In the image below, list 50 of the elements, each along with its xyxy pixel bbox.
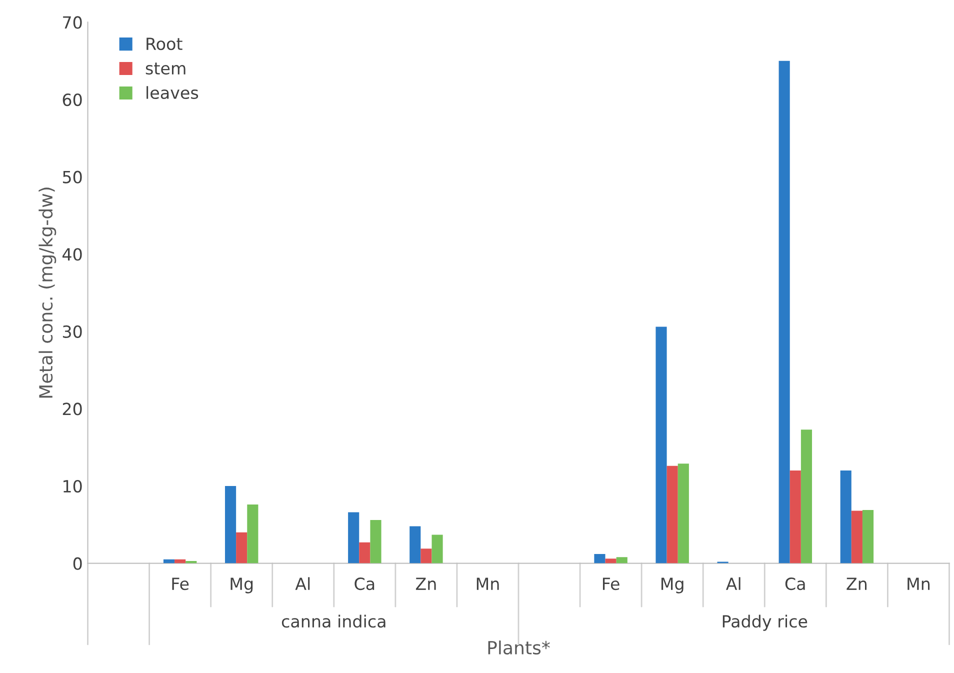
x-tick-label: Ca xyxy=(785,577,805,590)
y-tick-label: 10 xyxy=(64,480,82,493)
x-tick-label: Zn xyxy=(846,578,867,590)
bar xyxy=(678,464,689,564)
bar xyxy=(778,60,790,564)
bar xyxy=(174,559,186,564)
x-tick-label: Ca xyxy=(354,577,374,590)
x-tick-label: Al xyxy=(295,577,310,590)
legend-label: leaves xyxy=(146,86,198,100)
x-tick-label: Fe xyxy=(602,578,620,590)
bar xyxy=(594,554,606,564)
y-tick-label: 60 xyxy=(62,93,82,106)
bar xyxy=(666,466,678,564)
x-tick-label: Al xyxy=(726,577,740,590)
x-tick-label: Fe xyxy=(172,578,189,590)
bar xyxy=(163,559,175,564)
bar xyxy=(432,534,443,564)
x-tick-label: Mn xyxy=(908,578,930,590)
bar xyxy=(420,548,432,564)
bar xyxy=(862,510,874,564)
y-tick-label: 0 xyxy=(73,557,82,570)
x-tick-label: Mg xyxy=(661,578,684,594)
legend-label: Root xyxy=(146,38,182,50)
bar xyxy=(247,504,258,564)
bar xyxy=(790,470,801,564)
bar xyxy=(656,326,667,564)
y-tick-label: 70 xyxy=(63,16,82,29)
bar xyxy=(348,512,360,564)
x-tick-label: Zn xyxy=(416,578,436,590)
x-tick-label: Mg xyxy=(230,578,253,594)
bar xyxy=(236,532,248,564)
y-tick-label: 50 xyxy=(62,170,82,184)
bar xyxy=(605,558,616,564)
bar xyxy=(410,526,421,564)
y-tick-label: 20 xyxy=(62,402,82,416)
bar xyxy=(359,542,370,564)
bar xyxy=(851,510,862,564)
bar xyxy=(616,557,628,564)
y-axis-title: Metal conc. (mg/kg-dw) xyxy=(38,188,56,398)
bar xyxy=(800,430,812,564)
bar xyxy=(224,486,236,564)
x-axis-title: Plants* xyxy=(488,640,550,655)
legend-label: stem xyxy=(146,62,186,75)
text: Paddy rice xyxy=(722,614,808,631)
y-tick-label: 30 xyxy=(62,325,82,338)
text: canna indica xyxy=(282,614,386,628)
bar xyxy=(840,470,852,564)
x-tick-label: Mn xyxy=(476,578,499,590)
bar xyxy=(370,520,382,564)
y-tick-label: 40 xyxy=(62,248,82,261)
